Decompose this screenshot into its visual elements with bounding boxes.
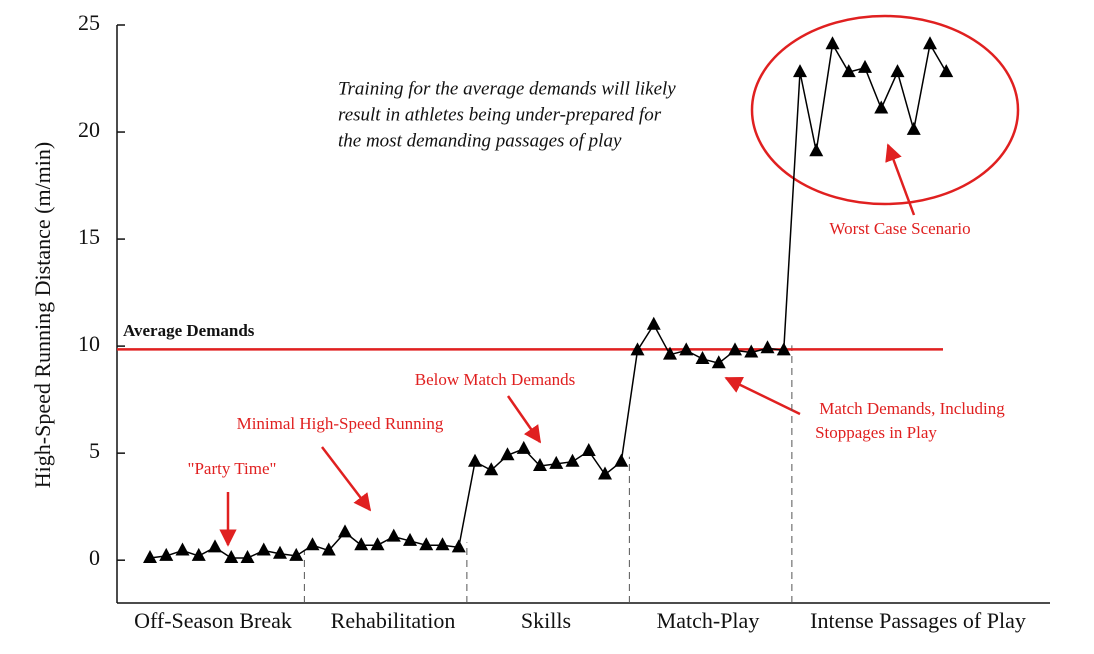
data-point [191, 547, 206, 561]
y-tick-label: 20 [78, 117, 100, 142]
arrows [219, 143, 916, 547]
note-text: the most demanding passages of play [338, 130, 622, 151]
data-point [663, 346, 677, 360]
data-point [224, 550, 239, 564]
data-point [484, 462, 499, 476]
data-point [208, 539, 222, 553]
data-point [744, 344, 759, 358]
data-point [289, 547, 304, 561]
arrow [321, 446, 372, 512]
data-point [565, 453, 580, 467]
data-point [533, 457, 547, 471]
data-point [143, 550, 157, 564]
data-point [809, 143, 824, 157]
arrow [724, 376, 801, 416]
y-tick-label: 5 [89, 438, 100, 463]
data-point [419, 537, 434, 551]
data-point [923, 36, 937, 50]
data-point [711, 355, 726, 369]
annotation: Match Demands, Including [819, 399, 1005, 418]
phase-label: Skills [521, 608, 571, 633]
data-point [516, 440, 531, 454]
data-point [728, 342, 742, 356]
data-point [858, 59, 872, 73]
data-point [793, 64, 807, 78]
phase-label: Intense Passages of Play [810, 608, 1026, 633]
y-tick-label: 15 [78, 224, 100, 249]
note-text: Training for the average demands will li… [338, 78, 676, 99]
highlight-ellipse [750, 14, 1020, 206]
arrow [506, 395, 542, 444]
note-text: result in athletes being under-prepared … [338, 104, 662, 125]
data-point [890, 64, 905, 78]
data-point [760, 340, 775, 354]
phase-label: Off-Season Break [134, 608, 292, 633]
y-tick-label: 0 [89, 545, 100, 570]
data-point [354, 537, 369, 551]
data-point [273, 545, 287, 559]
annotation: Below Match Demands [415, 370, 576, 389]
data-point [403, 532, 417, 546]
data-point [825, 36, 840, 50]
reference-label: Average Demands [123, 321, 255, 340]
data-point [321, 542, 336, 556]
y-tick-label: 10 [78, 331, 100, 356]
phase-label: Rehabilitation [331, 608, 456, 633]
data-point [338, 524, 352, 538]
data-point [386, 528, 401, 542]
data-point [679, 342, 694, 356]
data-point [175, 542, 190, 556]
data-point [549, 455, 564, 469]
data-point [468, 453, 482, 467]
data-point [451, 539, 466, 553]
data-point [435, 537, 450, 551]
data-point [500, 447, 515, 461]
data-point [630, 342, 645, 356]
data-point [240, 550, 255, 564]
data-point [159, 547, 174, 561]
data-point [598, 466, 612, 480]
annotation: Stoppages in Play [815, 423, 937, 442]
y-axis-label: High-Speed Running Distance (m/min) [30, 142, 55, 488]
data-point [305, 537, 320, 551]
data-point [256, 542, 271, 556]
annotation: "Party Time" [188, 459, 277, 478]
y-tick-label: 25 [78, 10, 100, 35]
data-point [695, 350, 710, 364]
annotation: Minimal High-Speed Running [237, 414, 444, 433]
annotation: Worst Case Scenario [829, 219, 970, 238]
data-point [646, 316, 661, 330]
data-point [841, 64, 856, 78]
data-point [874, 100, 889, 114]
data-point [906, 121, 921, 135]
data-point [581, 443, 596, 457]
data-point [776, 342, 791, 356]
data-point [614, 453, 629, 467]
arrow [885, 143, 916, 216]
phase-label: Match-Play [657, 608, 760, 633]
data-point [939, 64, 954, 78]
data-point [370, 537, 385, 551]
